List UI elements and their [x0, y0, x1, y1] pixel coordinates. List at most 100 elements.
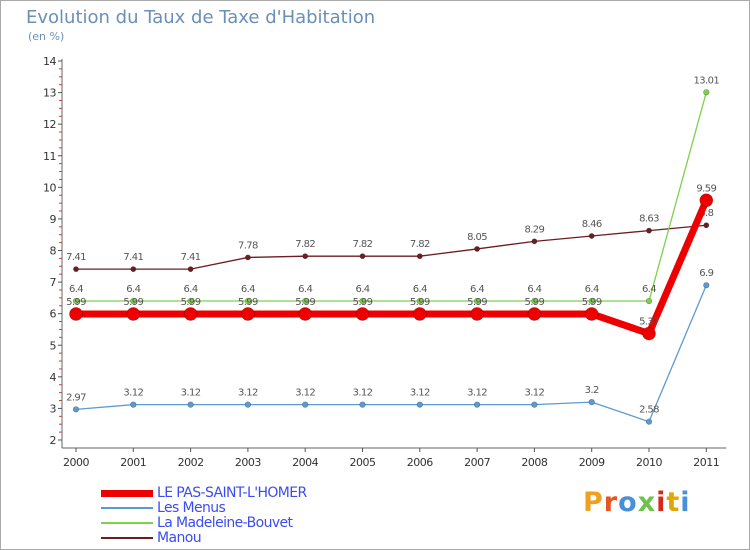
legend-swatch: [101, 507, 153, 509]
data-point: [187, 401, 194, 408]
series-le-pas-saint-l-homer: 5.99 5.99 5.99 5.99 5.99 5.99 5.99 5.99 5.99 5.99…: [66, 183, 717, 341]
x-tick-label: 2007: [464, 456, 490, 469]
logo-letter: o: [618, 487, 638, 518]
x-tick-label: 2002: [178, 456, 204, 469]
series-les-menus: 2.97 3.12 3.12 3.12 3.12 3.12 3.12 3.12 3.12 3.2 2…: [66, 268, 714, 425]
data-label: 7.78: [238, 240, 258, 251]
data-label: 6.4: [184, 284, 198, 295]
series-line: [72, 196, 710, 338]
data-point: [126, 307, 141, 321]
data-label: 5.99: [66, 297, 86, 308]
legend-swatch: [101, 537, 153, 539]
data-label: 7.82: [295, 239, 315, 250]
data-point: [244, 401, 251, 408]
data-label: 5.99: [123, 297, 143, 308]
data-label: 6.4: [298, 284, 312, 295]
data-label: 5.99: [353, 297, 373, 308]
series-line: [75, 284, 707, 423]
legend-label: LE PAS-SAINT-L'HOMER: [157, 485, 307, 501]
data-label: 3.12: [467, 388, 487, 399]
data-point: [588, 233, 595, 239]
y-tick-label: 7: [50, 276, 57, 289]
legend-label: Les Menus: [157, 500, 226, 516]
data-label: 8.05: [467, 232, 487, 243]
data-label: 6.4: [69, 284, 83, 295]
data-point: [646, 227, 652, 234]
data-label: 5.99: [467, 297, 487, 308]
series-line: [75, 224, 707, 270]
y-tick-label: 3: [50, 402, 57, 415]
data-point: [187, 266, 194, 273]
x-tick-label: 2004: [292, 456, 318, 469]
y-tick-label: 12: [43, 118, 56, 131]
x-tick-label: 2009: [579, 456, 605, 469]
series-line: [75, 91, 707, 302]
data-point: [302, 297, 309, 305]
data-point: [359, 297, 366, 305]
data-point: [642, 326, 656, 341]
data-label: 5.99: [295, 297, 315, 308]
data-point: [470, 307, 484, 321]
data-point: [588, 399, 595, 406]
data-point: [416, 401, 423, 408]
data-label: 3.12: [410, 388, 430, 399]
data-label: 6.4: [126, 284, 140, 295]
data-point: [416, 253, 423, 260]
y-tick-label: 5: [50, 339, 57, 352]
logo-letter: P: [583, 487, 604, 518]
data-point: [412, 307, 427, 321]
data-label: 5.99: [582, 297, 602, 308]
data-label: 5.37: [639, 317, 659, 328]
y-tick-label: 10: [43, 181, 56, 194]
data-point: [699, 193, 714, 208]
data-point: [527, 307, 542, 321]
data-label: 3.12: [353, 388, 373, 399]
data-point: [645, 297, 653, 305]
data-label: 7.41: [66, 252, 86, 263]
data-label: 8.63: [639, 214, 659, 225]
series-la-madeleine-bouvet: 6.4 6.4 6.4 6.4 6.4 6.4 6.4 6.4 6.4 6.4 6.4 13.01: [69, 75, 720, 305]
data-label: 5.99: [524, 297, 544, 308]
y-tick-label: 11: [43, 150, 56, 163]
data-point: [130, 297, 137, 305]
data-point: [474, 401, 481, 408]
data-point: [416, 297, 423, 305]
data-label: 13.01: [693, 75, 719, 86]
x-tick-label: 2010: [636, 456, 662, 469]
logo-letter: t: [666, 487, 681, 518]
data-point: [474, 297, 481, 305]
data-point: [183, 307, 198, 321]
data-label: 7.82: [353, 239, 373, 250]
data-point: [645, 418, 653, 425]
data-label: 8.29: [524, 224, 544, 235]
data-label: 5.99: [410, 297, 430, 308]
data-point: [703, 282, 710, 289]
data-point: [298, 307, 313, 321]
data-label: 6.4: [355, 284, 369, 295]
y-tick-label: 13: [43, 87, 56, 100]
data-point: [531, 297, 538, 305]
data-label: 3.12: [295, 388, 315, 399]
data-label: 6.4: [241, 284, 255, 295]
data-point: [588, 297, 595, 305]
data-label: 7.41: [123, 252, 143, 263]
legend-label: La Madeleine-Bouvet: [157, 515, 293, 531]
data-point: [244, 297, 251, 305]
legend-label: Manou: [157, 530, 202, 546]
data-point: [474, 246, 480, 252]
data-point: [302, 401, 309, 408]
data-label: 8.8: [699, 208, 713, 219]
data-point: [355, 307, 370, 321]
y-tick-label: 6: [50, 308, 57, 321]
data-point: [72, 406, 80, 413]
legend-swatch: [101, 489, 153, 497]
data-point: [359, 401, 366, 408]
data-label: 6.9: [699, 268, 713, 279]
data-label: 2.58: [639, 405, 659, 416]
proxiti-logo: Proxiti: [583, 487, 691, 518]
data-label: 3.2: [585, 385, 599, 396]
data-point: [244, 254, 251, 261]
legend-swatch: [101, 522, 153, 524]
data-label: 2.97: [66, 392, 86, 403]
